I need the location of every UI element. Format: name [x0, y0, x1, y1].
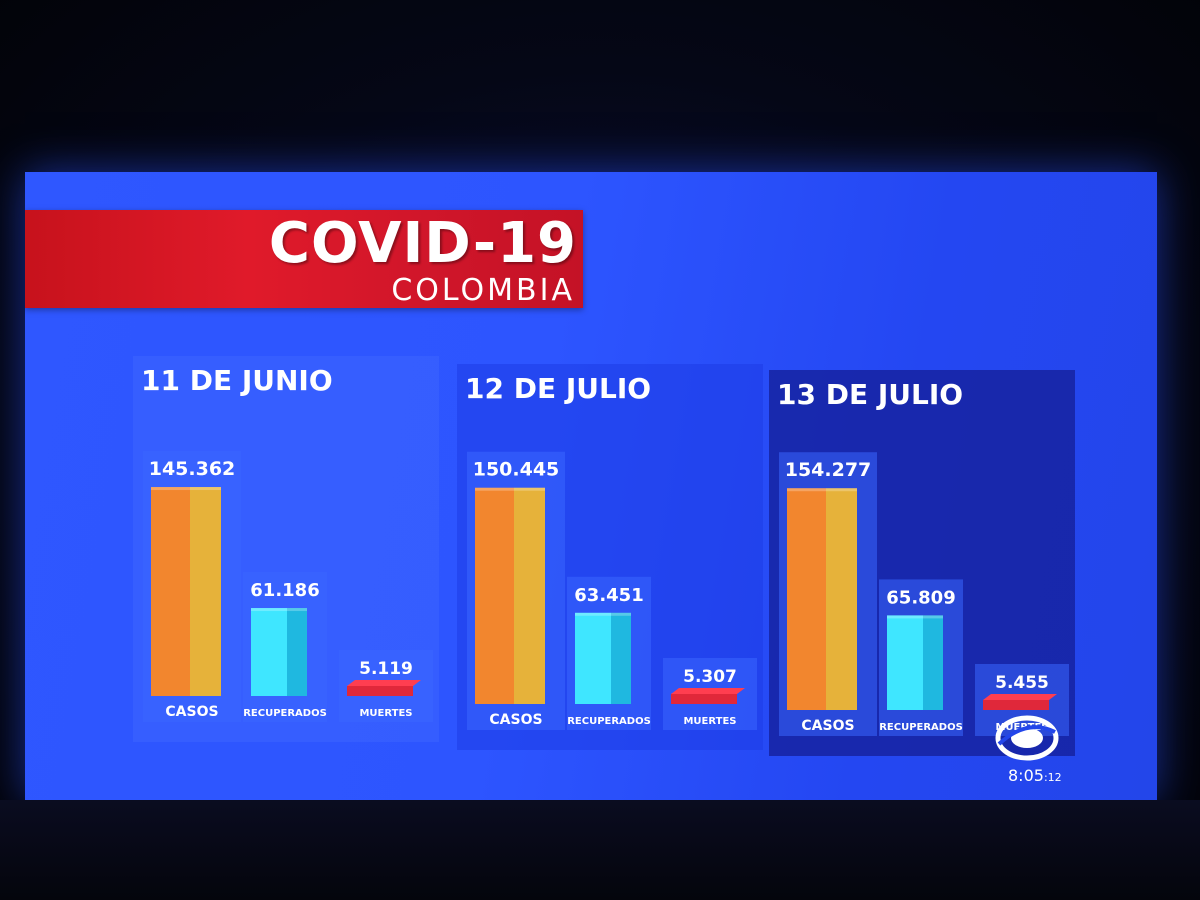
tv-screen: COVID-19 COLOMBIA 11 DE JUNIO 145.362 CAS…	[25, 172, 1157, 800]
bar-highlight-recuperados	[575, 612, 631, 616]
panel-day-1: 11 DE JUNIO 145.362 CASOS 61.186 RECUPERADO…	[133, 356, 439, 742]
bar-top-muertes	[347, 680, 421, 686]
panel-date-label: 13 DE JULIO	[777, 378, 964, 411]
bar-chart-day-2: 150.445 CASOS 63.451 RECUPERADOS 5.307 MUERTE…	[467, 451, 757, 730]
bar-highlight-casos	[787, 488, 857, 492]
panel-day-3: 13 DE JULIO 154.277 CASOS 65.809 RECUPERADO…	[769, 370, 1075, 756]
category-label: RECUPERADOS	[879, 722, 963, 733]
bar-side-recuperados	[287, 608, 307, 696]
value-label: 61.186	[250, 580, 319, 601]
bar-recuperados	[575, 612, 611, 704]
bar-side-casos	[190, 487, 221, 696]
value-label: 154.277	[785, 459, 872, 481]
panel-day-2: 12 DE JULIO 150.445 CASOS 63.451 RECUPERADO…	[457, 364, 763, 750]
panel-date-label: 11 DE JUNIO	[141, 364, 333, 397]
bar-casos	[475, 487, 514, 704]
category-label: CASOS	[801, 718, 854, 734]
room-floor	[0, 800, 1200, 900]
bar-top-muertes	[983, 694, 1057, 700]
value-label: 150.445	[473, 459, 560, 481]
bar-side-casos	[826, 488, 857, 710]
panel-date-label: 12 DE JULIO	[465, 372, 652, 405]
value-label: 5.307	[683, 667, 737, 687]
bar-highlight-casos	[475, 487, 545, 491]
channel-logo-icon	[995, 715, 1059, 761]
bar-top-muertes	[671, 688, 745, 694]
broadcast-clock: 8:05:12	[1008, 766, 1062, 785]
clock-time: 8:05	[1008, 766, 1044, 785]
bar-highlight-recuperados	[251, 608, 307, 612]
bar-muertes	[983, 700, 1049, 710]
chart-title: COVID-19	[268, 211, 577, 276]
category-label: MUERTES	[359, 708, 412, 719]
bar-recuperados	[251, 608, 287, 696]
clock-seconds: :12	[1043, 771, 1062, 784]
bar-muertes	[347, 686, 413, 696]
bar-muertes	[671, 694, 737, 704]
category-label: CASOS	[165, 704, 218, 720]
value-label: 5.455	[995, 673, 1049, 693]
bar-casos	[787, 488, 826, 710]
bar-chart-day-1: 145.362 CASOS 61.186 RECUPERADOS 5.119 MUERTE…	[143, 451, 433, 722]
bar-side-casos	[514, 487, 545, 704]
bar-side-recuperados	[611, 612, 631, 704]
category-label: CASOS	[489, 712, 542, 728]
bar-casos	[151, 487, 190, 696]
value-label: 65.809	[886, 587, 955, 608]
bar-side-recuperados	[923, 615, 943, 710]
title-band: COVID-19 COLOMBIA	[25, 210, 583, 308]
bar-chart-day-3: 154.277CASOS65.809RECUPERADOS5.455MUERTE…	[779, 452, 1069, 736]
category-label: RECUPERADOS	[567, 716, 651, 727]
chart-subtitle: COLOMBIA	[391, 273, 575, 308]
bar-recuperados	[887, 615, 923, 710]
value-label: 5.119	[359, 659, 413, 679]
value-label: 63.451	[574, 585, 643, 606]
bar-highlight-casos	[151, 487, 221, 491]
category-label: MUERTES	[683, 716, 736, 727]
bar-highlight-recuperados	[887, 615, 943, 619]
category-label: RECUPERADOS	[243, 708, 327, 719]
value-label: 145.362	[149, 458, 236, 480]
